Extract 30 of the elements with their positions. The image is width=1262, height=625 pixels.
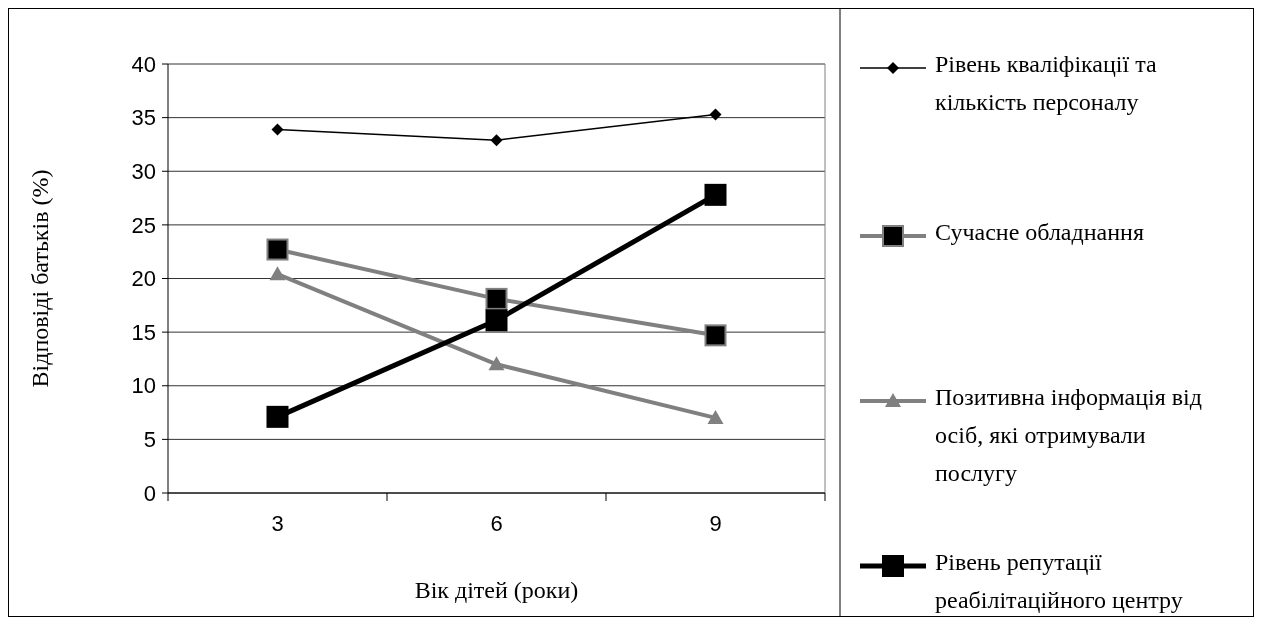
point xyxy=(707,409,724,424)
y-tick-label: 30 xyxy=(131,158,156,184)
y-tick-label: 10 xyxy=(131,373,156,399)
legend-label: Рівень кваліфікації та кількість персоналу xyxy=(935,50,1157,115)
point xyxy=(271,123,284,136)
point xyxy=(269,266,286,281)
y-tick-label: 15 xyxy=(131,319,156,345)
point xyxy=(485,287,508,310)
y-tick-label: 40 xyxy=(131,51,156,77)
point xyxy=(490,134,503,147)
point xyxy=(709,108,722,121)
y-tick-label: 35 xyxy=(131,105,156,131)
point xyxy=(488,356,505,371)
x-tick-label: 9 xyxy=(709,511,722,536)
y-tick-label: 20 xyxy=(131,266,156,292)
y-tick-label: 25 xyxy=(131,212,156,238)
point xyxy=(704,183,727,206)
y-tick-label: 0 xyxy=(143,480,156,506)
point xyxy=(266,405,289,428)
y-tick-label: 5 xyxy=(143,427,156,453)
x-tick-label: 6 xyxy=(490,511,503,536)
legend-label: Сучасне обладнання xyxy=(935,218,1144,245)
point xyxy=(485,309,508,332)
x-tick-label: 3 xyxy=(271,511,284,536)
y-axis-title: Відповіді батьків (%) xyxy=(27,169,53,388)
point xyxy=(704,324,727,347)
legend-label: Рівень репутації реабілітаційного центру xyxy=(935,548,1183,613)
legend-label: Позитивна інформація від осіб, які отримували послугу xyxy=(935,383,1202,486)
point xyxy=(266,238,289,261)
x-axis-title: Вік дітей (роки) xyxy=(414,577,579,603)
